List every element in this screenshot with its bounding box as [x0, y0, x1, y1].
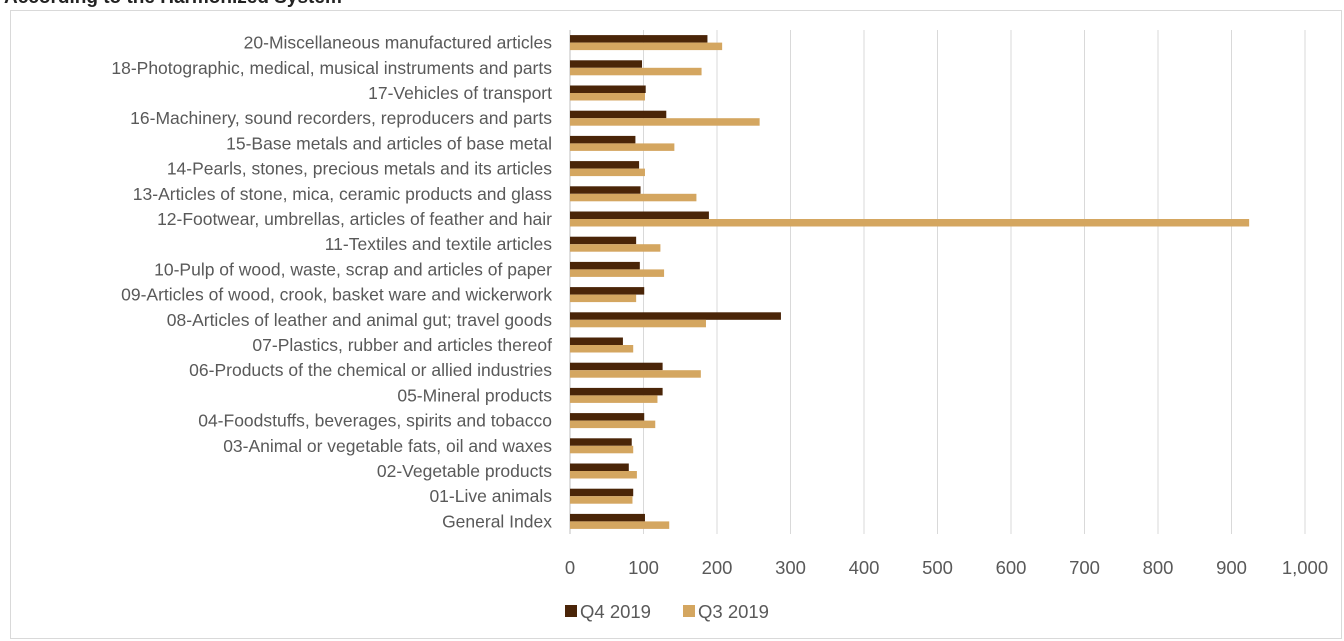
bar-q4-2019 [570, 438, 632, 446]
x-tick-label: 100 [628, 557, 659, 578]
bar-q4-2019 [570, 312, 781, 320]
bar-q4-2019 [570, 287, 645, 295]
x-tick-label: 400 [849, 557, 880, 578]
x-tick-label: 600 [996, 557, 1027, 578]
bar-q4-2019 [570, 85, 646, 93]
category-label: 17-Vehicles of transport [368, 83, 552, 103]
legend-label: Q4 2019 [580, 601, 651, 622]
bar-q3-2019 [570, 219, 1250, 227]
bar-q4-2019 [570, 135, 636, 144]
bar-q3-2019 [570, 143, 675, 151]
chart-frame [10, 10, 1342, 639]
category-label: 16-Machinery, sound recorders, reproduce… [130, 108, 552, 128]
category-label: 15-Base metals and articles of base meta… [226, 133, 552, 153]
bar-q4-2019 [570, 488, 634, 497]
bar-q3-2019 [570, 420, 656, 429]
bar-q4-2019 [570, 110, 667, 119]
bar-q3-2019 [570, 118, 760, 126]
category-label: 03-Animal or vegetable fats, oil and wax… [223, 436, 552, 456]
category-label: 01-Live animals [429, 486, 552, 506]
category-label: 08-Articles of leather and animal gut; t… [167, 310, 552, 330]
bar-q3-2019 [570, 370, 701, 378]
bar-q3-2019 [570, 42, 723, 51]
bar-q4-2019 [570, 236, 637, 245]
bar-q3-2019 [570, 395, 658, 403]
legend-label: Q3 2019 [698, 601, 769, 622]
category-label: 06-Products of the chemical or allied in… [189, 360, 552, 380]
category-label: 13-Articles of stone, mica, ceramic prod… [133, 184, 552, 204]
chart-title: According to the Harmonized System [4, 0, 342, 9]
bar-q4-2019 [570, 261, 640, 270]
legend: Q4 2019 Q3 2019 [565, 601, 769, 622]
bar-q4-2019 [570, 513, 645, 522]
bar-q4-2019 [570, 60, 643, 68]
bar-q3-2019 [570, 496, 633, 504]
legend-swatch [565, 605, 577, 617]
bar-q3-2019 [570, 244, 661, 252]
gridlines [569, 30, 1306, 534]
category-label: 04-Foodstuffs, beverages, spirits and to… [198, 411, 552, 431]
category-label: 02-Vegetable products [377, 461, 552, 481]
bar-q3-2019 [570, 294, 637, 303]
x-tick-label: 500 [922, 557, 953, 578]
bar-q4-2019 [570, 362, 663, 371]
legend-swatch [683, 605, 695, 617]
category-labels: 20-Miscellaneous manufactured articles 18… [111, 33, 552, 532]
bar-q4-2019 [570, 337, 623, 345]
bar-q3-2019 [570, 471, 637, 479]
category-label: 11-Textiles and textile articles [325, 234, 553, 254]
category-label: 07-Plastics, rubber and articles thereof [252, 335, 552, 355]
bar-q4-2019 [570, 463, 629, 471]
bar-q3-2019 [570, 345, 634, 353]
bar-q4-2019 [570, 413, 645, 421]
x-tick-label: 1,000 [1282, 557, 1328, 578]
category-label: 05-Mineral products [397, 385, 552, 405]
bar-q3-2019 [570, 269, 665, 277]
category-label: 18-Photographic, medical, musical instru… [111, 58, 552, 78]
x-tick-label: 200 [702, 557, 733, 578]
bar-q3-2019 [570, 521, 670, 529]
x-tick-label: 800 [1143, 557, 1174, 578]
category-label: 09-Articles of wood, crook, basket ware … [121, 285, 552, 305]
category-label: 20-Miscellaneous manufactured articles [244, 33, 553, 53]
bar-q3-2019 [570, 168, 645, 177]
bar-q3-2019 [570, 193, 697, 202]
x-tick-label: 300 [775, 557, 806, 578]
bar-q4-2019 [570, 186, 641, 194]
x-tick-label: 0 [565, 557, 575, 578]
category-label: 14-Pearls, stones, precious metals and i… [167, 159, 552, 179]
bars [570, 35, 1250, 529]
category-label: 12-Footwear, umbrellas, articles of feat… [157, 209, 552, 229]
bar-q3-2019 [570, 445, 634, 454]
bar-q4-2019 [570, 211, 709, 219]
category-label: 10-Pulp of wood, waste, scrap and articl… [154, 259, 552, 279]
x-tick-labels: 0 100 200 300 400 500 600 700 800 900 1,000 [565, 557, 1328, 578]
x-tick-label: 700 [1069, 557, 1100, 578]
category-label: General Index [442, 511, 552, 531]
bar-q3-2019 [570, 67, 702, 76]
bar-q3-2019 [570, 319, 706, 328]
bar-q4-2019 [570, 161, 640, 169]
bar-q4-2019 [570, 387, 663, 396]
x-tick-label: 900 [1216, 557, 1247, 578]
bar-q4-2019 [570, 35, 708, 43]
bar-q3-2019 [570, 93, 645, 101]
